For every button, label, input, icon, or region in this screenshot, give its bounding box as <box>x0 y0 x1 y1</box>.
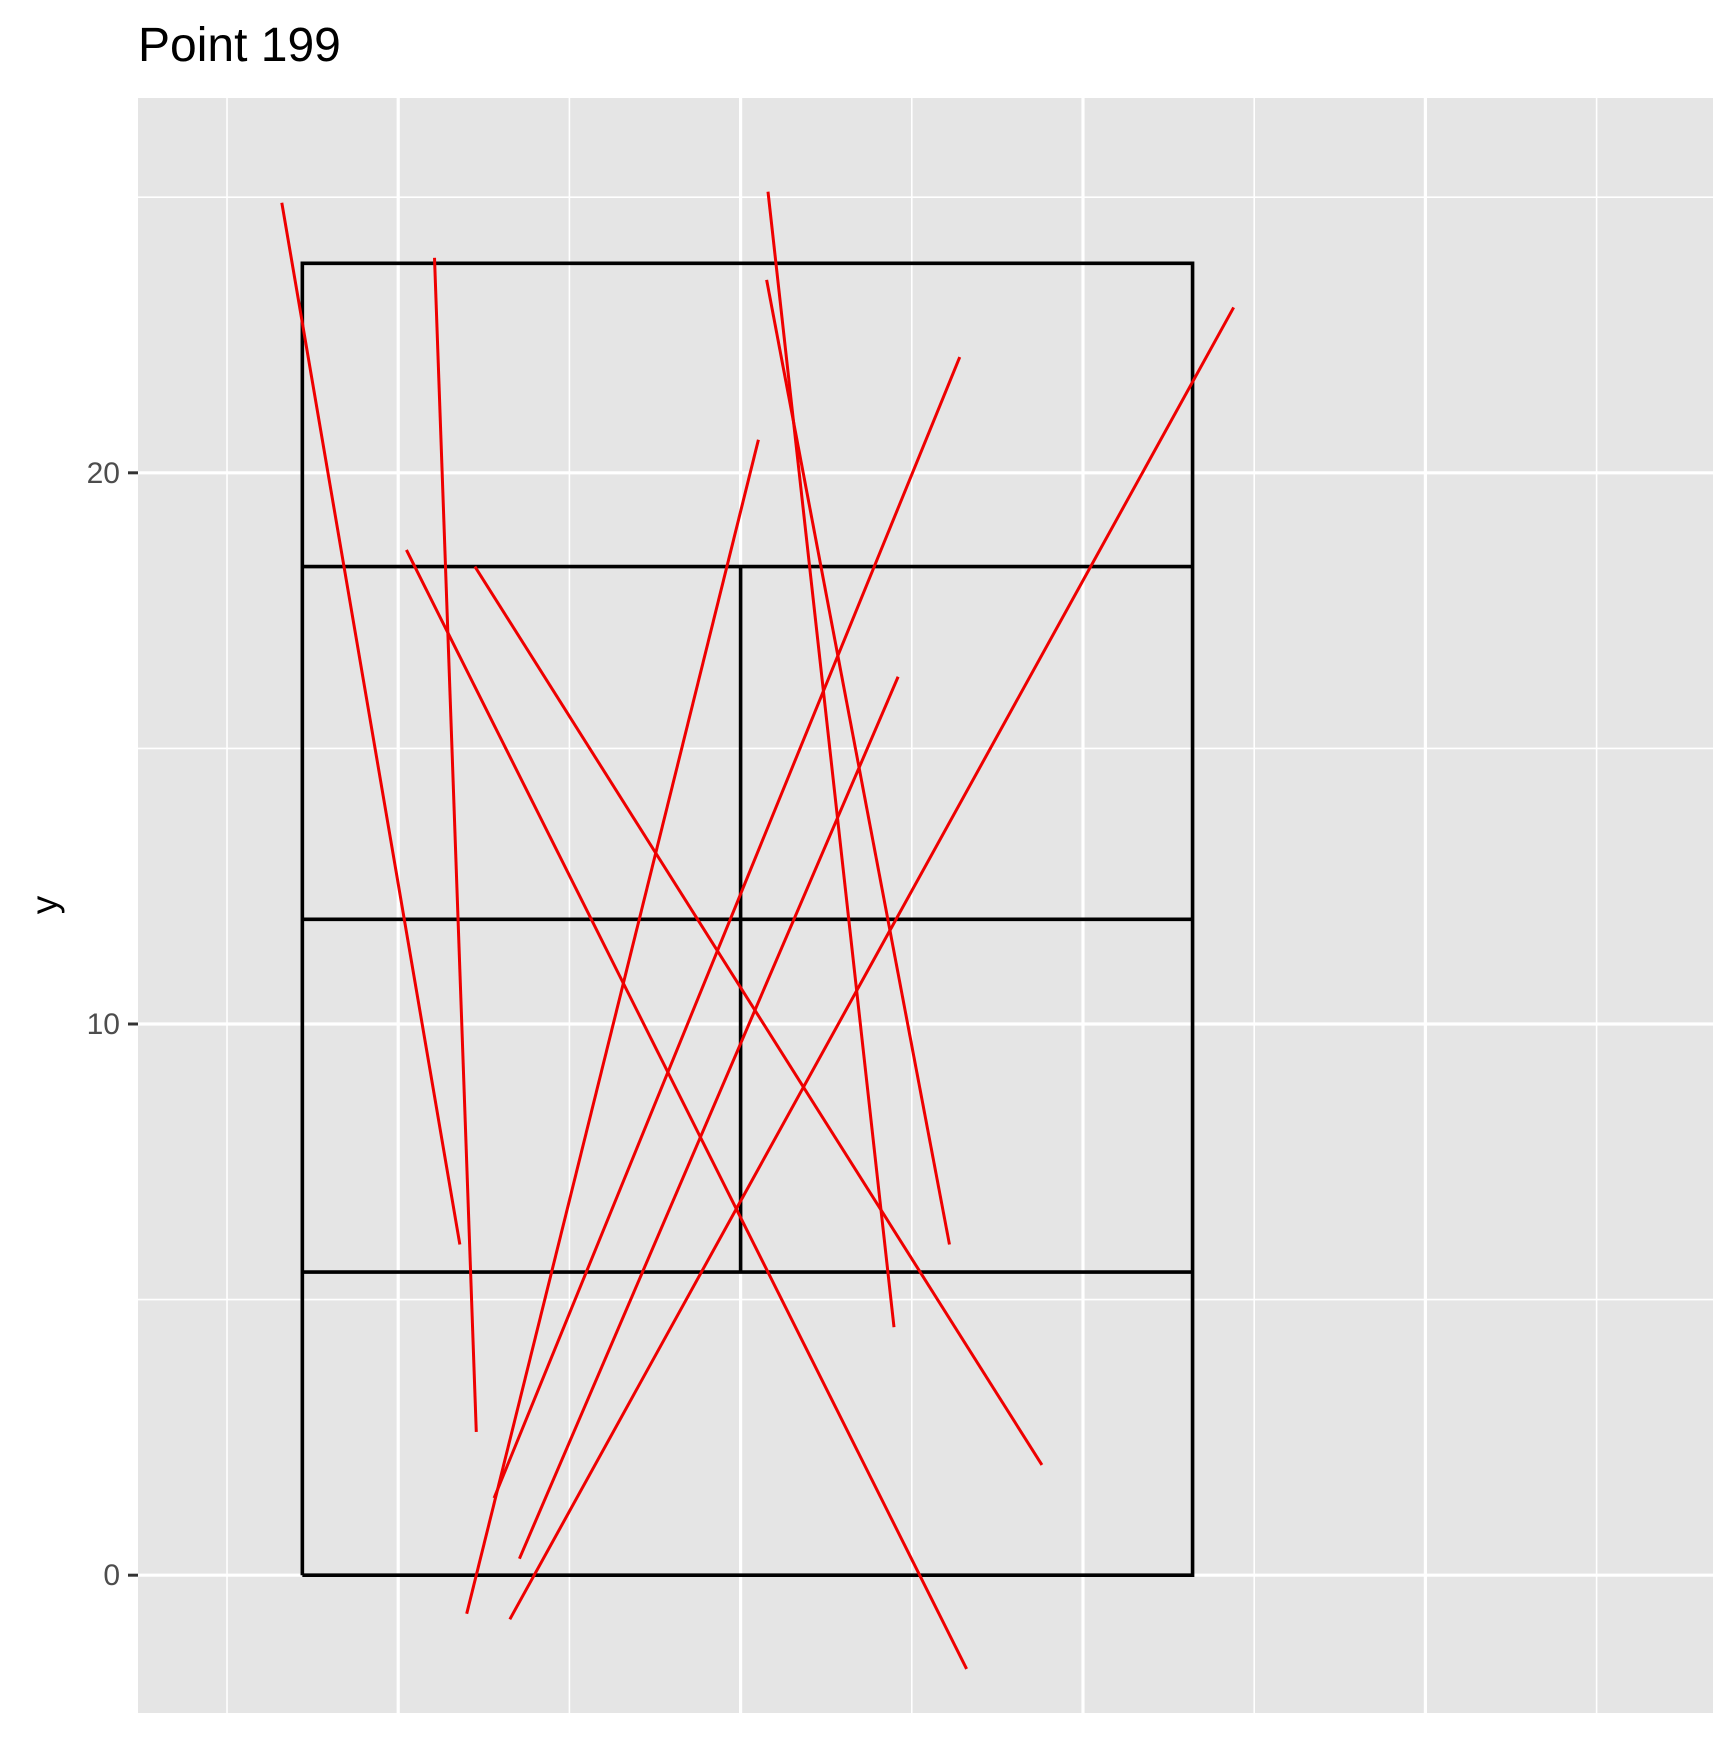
y-tick-label: 20 <box>87 457 120 490</box>
data-series <box>280 191 1235 1670</box>
series-line <box>280 202 462 1245</box>
series-line <box>405 549 968 1670</box>
series-line <box>518 676 900 1560</box>
y-tick-label: 10 <box>87 1008 120 1041</box>
series-line <box>508 306 1235 1621</box>
y-axis: 0 10 20 <box>87 457 138 1592</box>
series-line <box>465 439 760 1615</box>
series-line <box>766 191 896 1328</box>
minor-gridlines <box>138 98 1713 1713</box>
series-line <box>433 257 478 1432</box>
court-lines <box>300 261 1195 1578</box>
y-axis-title: y <box>24 895 65 914</box>
plot-panel <box>138 98 1713 1713</box>
y-tick-label: 0 <box>103 1559 120 1592</box>
series-line <box>492 356 962 1499</box>
series-line <box>765 279 951 1245</box>
series-line <box>473 565 1044 1466</box>
court-outline <box>300 261 1195 1578</box>
chart-title: Point 199 <box>138 19 341 72</box>
